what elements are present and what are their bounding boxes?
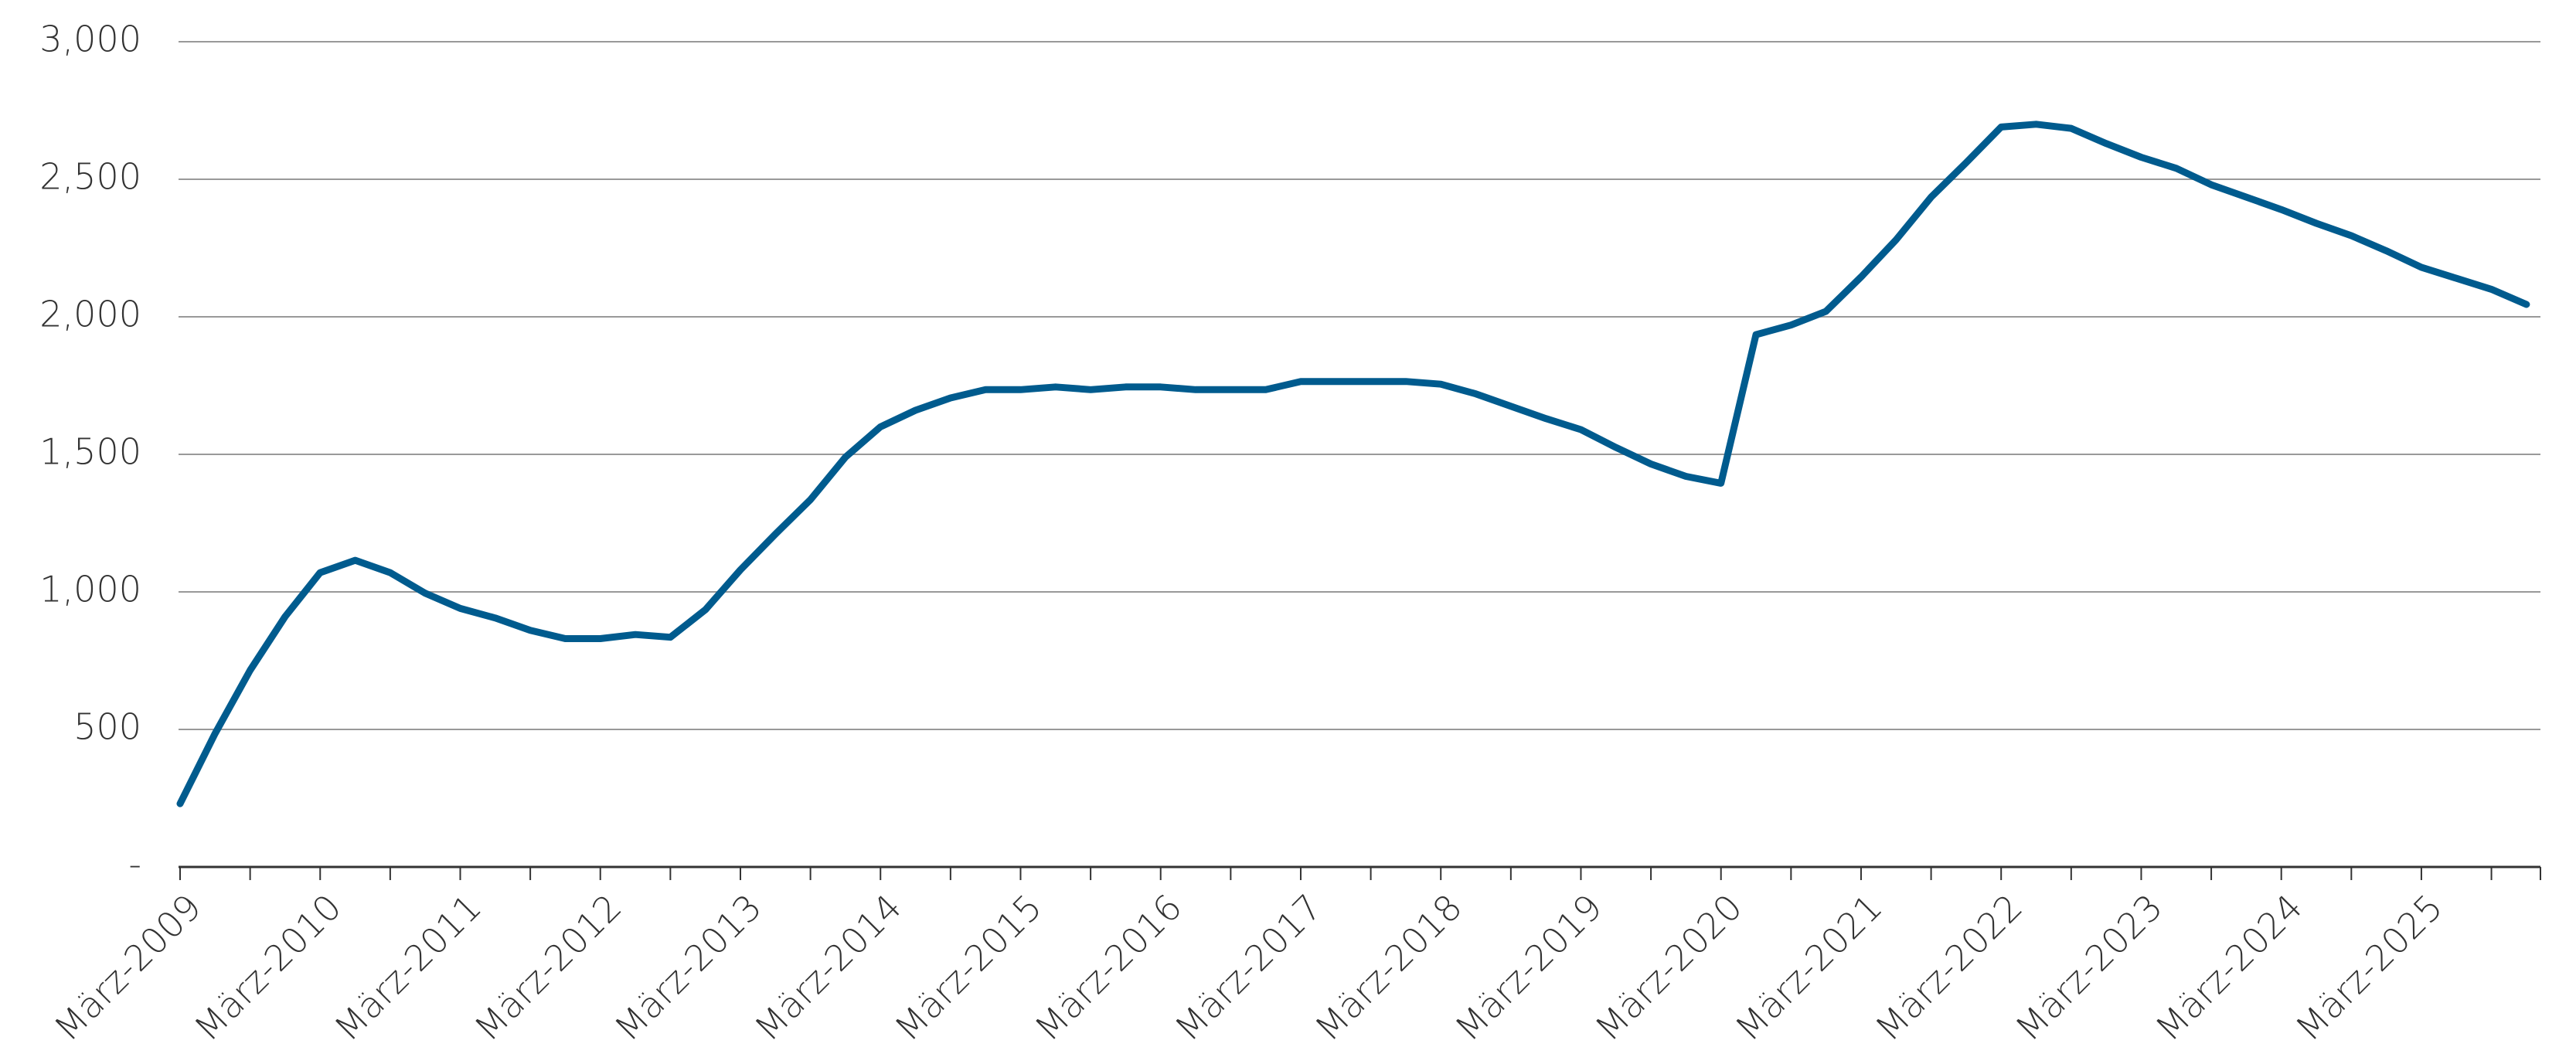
x-tick-label: März-2011 [326,886,489,1049]
x-tick-label: März-2021 [1727,886,1890,1049]
y-tick-label: 2,000 [39,294,141,335]
x-tick-label: März-2014 [747,886,910,1049]
y-tick-label: 1,000 [39,569,141,610]
x-tick-label: März-2010 [186,886,349,1049]
x-tick-label: März-2025 [2288,886,2451,1049]
x-tick-label: März-2022 [1867,886,2030,1049]
x-tick-label: März-2009 [46,886,209,1049]
x-tick-label: März-2016 [1026,886,1189,1049]
x-tick-label: März-2024 [2147,886,2310,1049]
x-tick-label: März-2019 [1447,886,1610,1049]
x-tick-label: März-2012 [466,886,629,1049]
y-tick-label: 3,000 [39,19,141,60]
y-tick-label: 500 [73,706,141,748]
x-tick-label: März-2013 [607,886,770,1049]
x-tick-label: März-2020 [1587,886,1750,1049]
y-tick-label: 1,500 [39,431,141,473]
x-tick-label: März-2015 [886,886,1050,1049]
x-tick-label: März-2023 [2007,886,2170,1049]
y-tick-label: - [128,844,141,886]
x-tick-label: März-2017 [1167,886,1330,1049]
data-line [176,121,2530,807]
y-tick-label: 2,500 [39,156,141,198]
x-tick-label: März-2018 [1307,886,1470,1049]
